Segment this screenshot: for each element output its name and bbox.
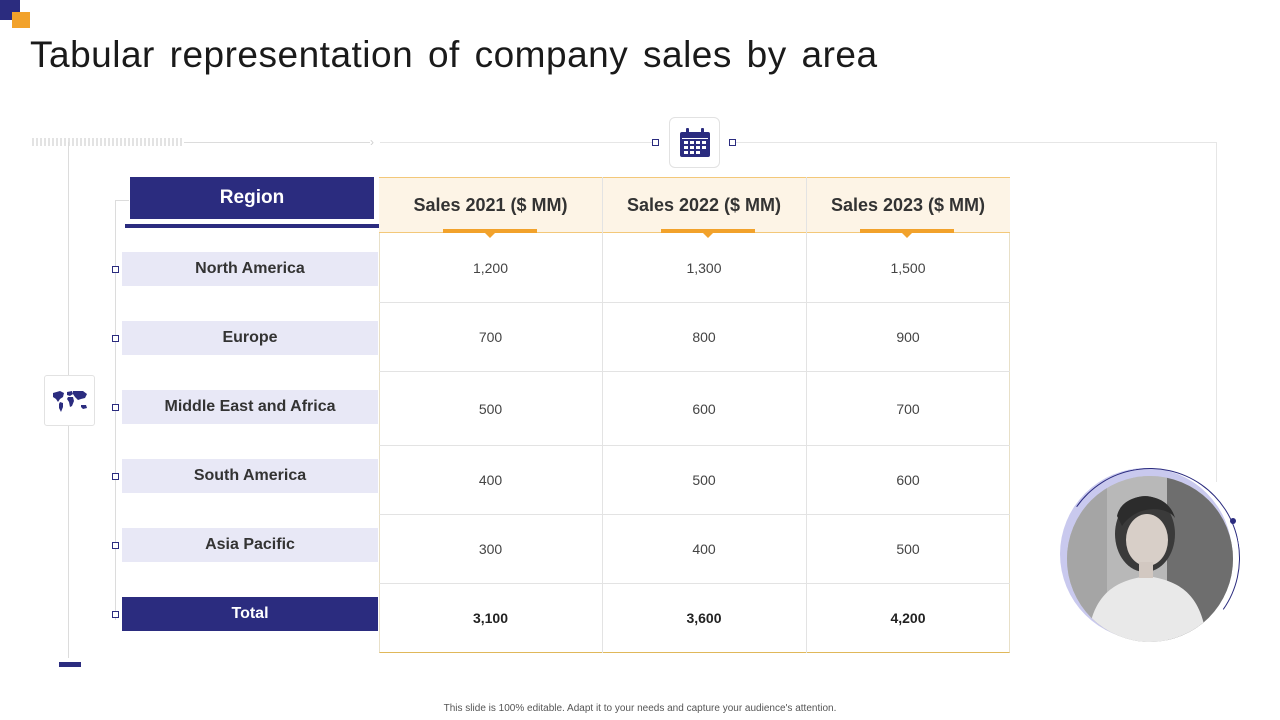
frame-line-right: [1216, 142, 1217, 482]
table-cell: 700: [896, 401, 920, 417]
row-node: [112, 542, 119, 549]
table-cell: 700: [478, 329, 503, 345]
column-divider: [806, 177, 807, 653]
region-label-middle-east-africa: Middle East and Africa: [122, 390, 378, 424]
region-label-total: Total: [122, 597, 378, 631]
row-divider: [379, 514, 1010, 515]
header-sales-2022: Sales 2022 ($ MM): [626, 194, 782, 215]
table-cell: 400: [692, 541, 716, 557]
region-label-south-america: South America: [122, 459, 378, 493]
table-cell-total: 3,100: [472, 610, 509, 626]
header-accent-bar: [661, 229, 755, 233]
region-label-north-america: North America: [122, 252, 378, 286]
frame-line-top: [184, 142, 370, 143]
footer-note: This slide is 100% editable. Adapt it to…: [443, 703, 837, 714]
table-cell: 500: [896, 541, 920, 557]
corner-decoration-orange: [12, 12, 30, 28]
table-cell: 600: [896, 472, 920, 488]
table-cell: 900: [896, 329, 920, 345]
header-sales-2021: Sales 2021 ($ MM): [413, 194, 568, 215]
calendar-icon: [679, 127, 710, 157]
table-cell: 400: [478, 472, 503, 488]
arrow-right-icon: ›: [370, 135, 374, 149]
table-cell: 800: [692, 329, 716, 345]
row-divider: [379, 302, 1010, 303]
region-column-header: Region: [130, 177, 374, 219]
photo-ring-dot: [1230, 518, 1236, 524]
frame-line-top-right: [736, 142, 1216, 143]
row-divider: [379, 371, 1010, 372]
photo-ring-decoration: [1045, 453, 1255, 663]
row-connector-top: [115, 200, 129, 201]
header-accent-bar: [443, 229, 537, 233]
page-title: Tabular representation of company sales …: [30, 34, 878, 75]
table-cell: 1,300: [686, 260, 722, 276]
row-node: [112, 404, 119, 411]
table-cell: 1,500: [890, 260, 926, 276]
frame-line-top-middle: [380, 142, 652, 143]
connector-node: [729, 139, 736, 146]
header-accent-pointer: [703, 233, 713, 238]
table-cell-total: 4,200: [890, 610, 926, 626]
row-node: [112, 611, 119, 618]
header-accent-pointer: [902, 233, 912, 238]
table-cell: 500: [692, 472, 716, 488]
connector-node: [652, 139, 659, 146]
world-map-icon-box: [44, 375, 95, 426]
region-label-asia-pacific: Asia Pacific: [122, 528, 378, 562]
table-cell: 300: [478, 541, 503, 557]
header-accent-pointer: [485, 233, 495, 238]
column-divider: [602, 177, 603, 653]
header-sales-2023: Sales 2023 ($ MM): [830, 194, 986, 215]
row-node: [112, 266, 119, 273]
row-node: [112, 473, 119, 480]
table-cell: 500: [478, 401, 503, 417]
table-cell: 1,200: [472, 260, 509, 276]
frame-bottom-bar: [59, 662, 81, 667]
table-cell-total: 3,600: [686, 610, 722, 626]
world-map-icon: [52, 390, 87, 412]
row-divider: [379, 445, 1010, 446]
table-header-row: [379, 177, 1010, 233]
row-divider: [379, 583, 1010, 584]
dotted-divider: [32, 138, 184, 146]
calendar-icon-box: [669, 117, 720, 168]
region-header-underline: [125, 224, 379, 228]
row-node: [112, 335, 119, 342]
header-accent-bar: [860, 229, 954, 233]
table-cell: 600: [692, 401, 716, 417]
region-label-europe: Europe: [122, 321, 378, 355]
